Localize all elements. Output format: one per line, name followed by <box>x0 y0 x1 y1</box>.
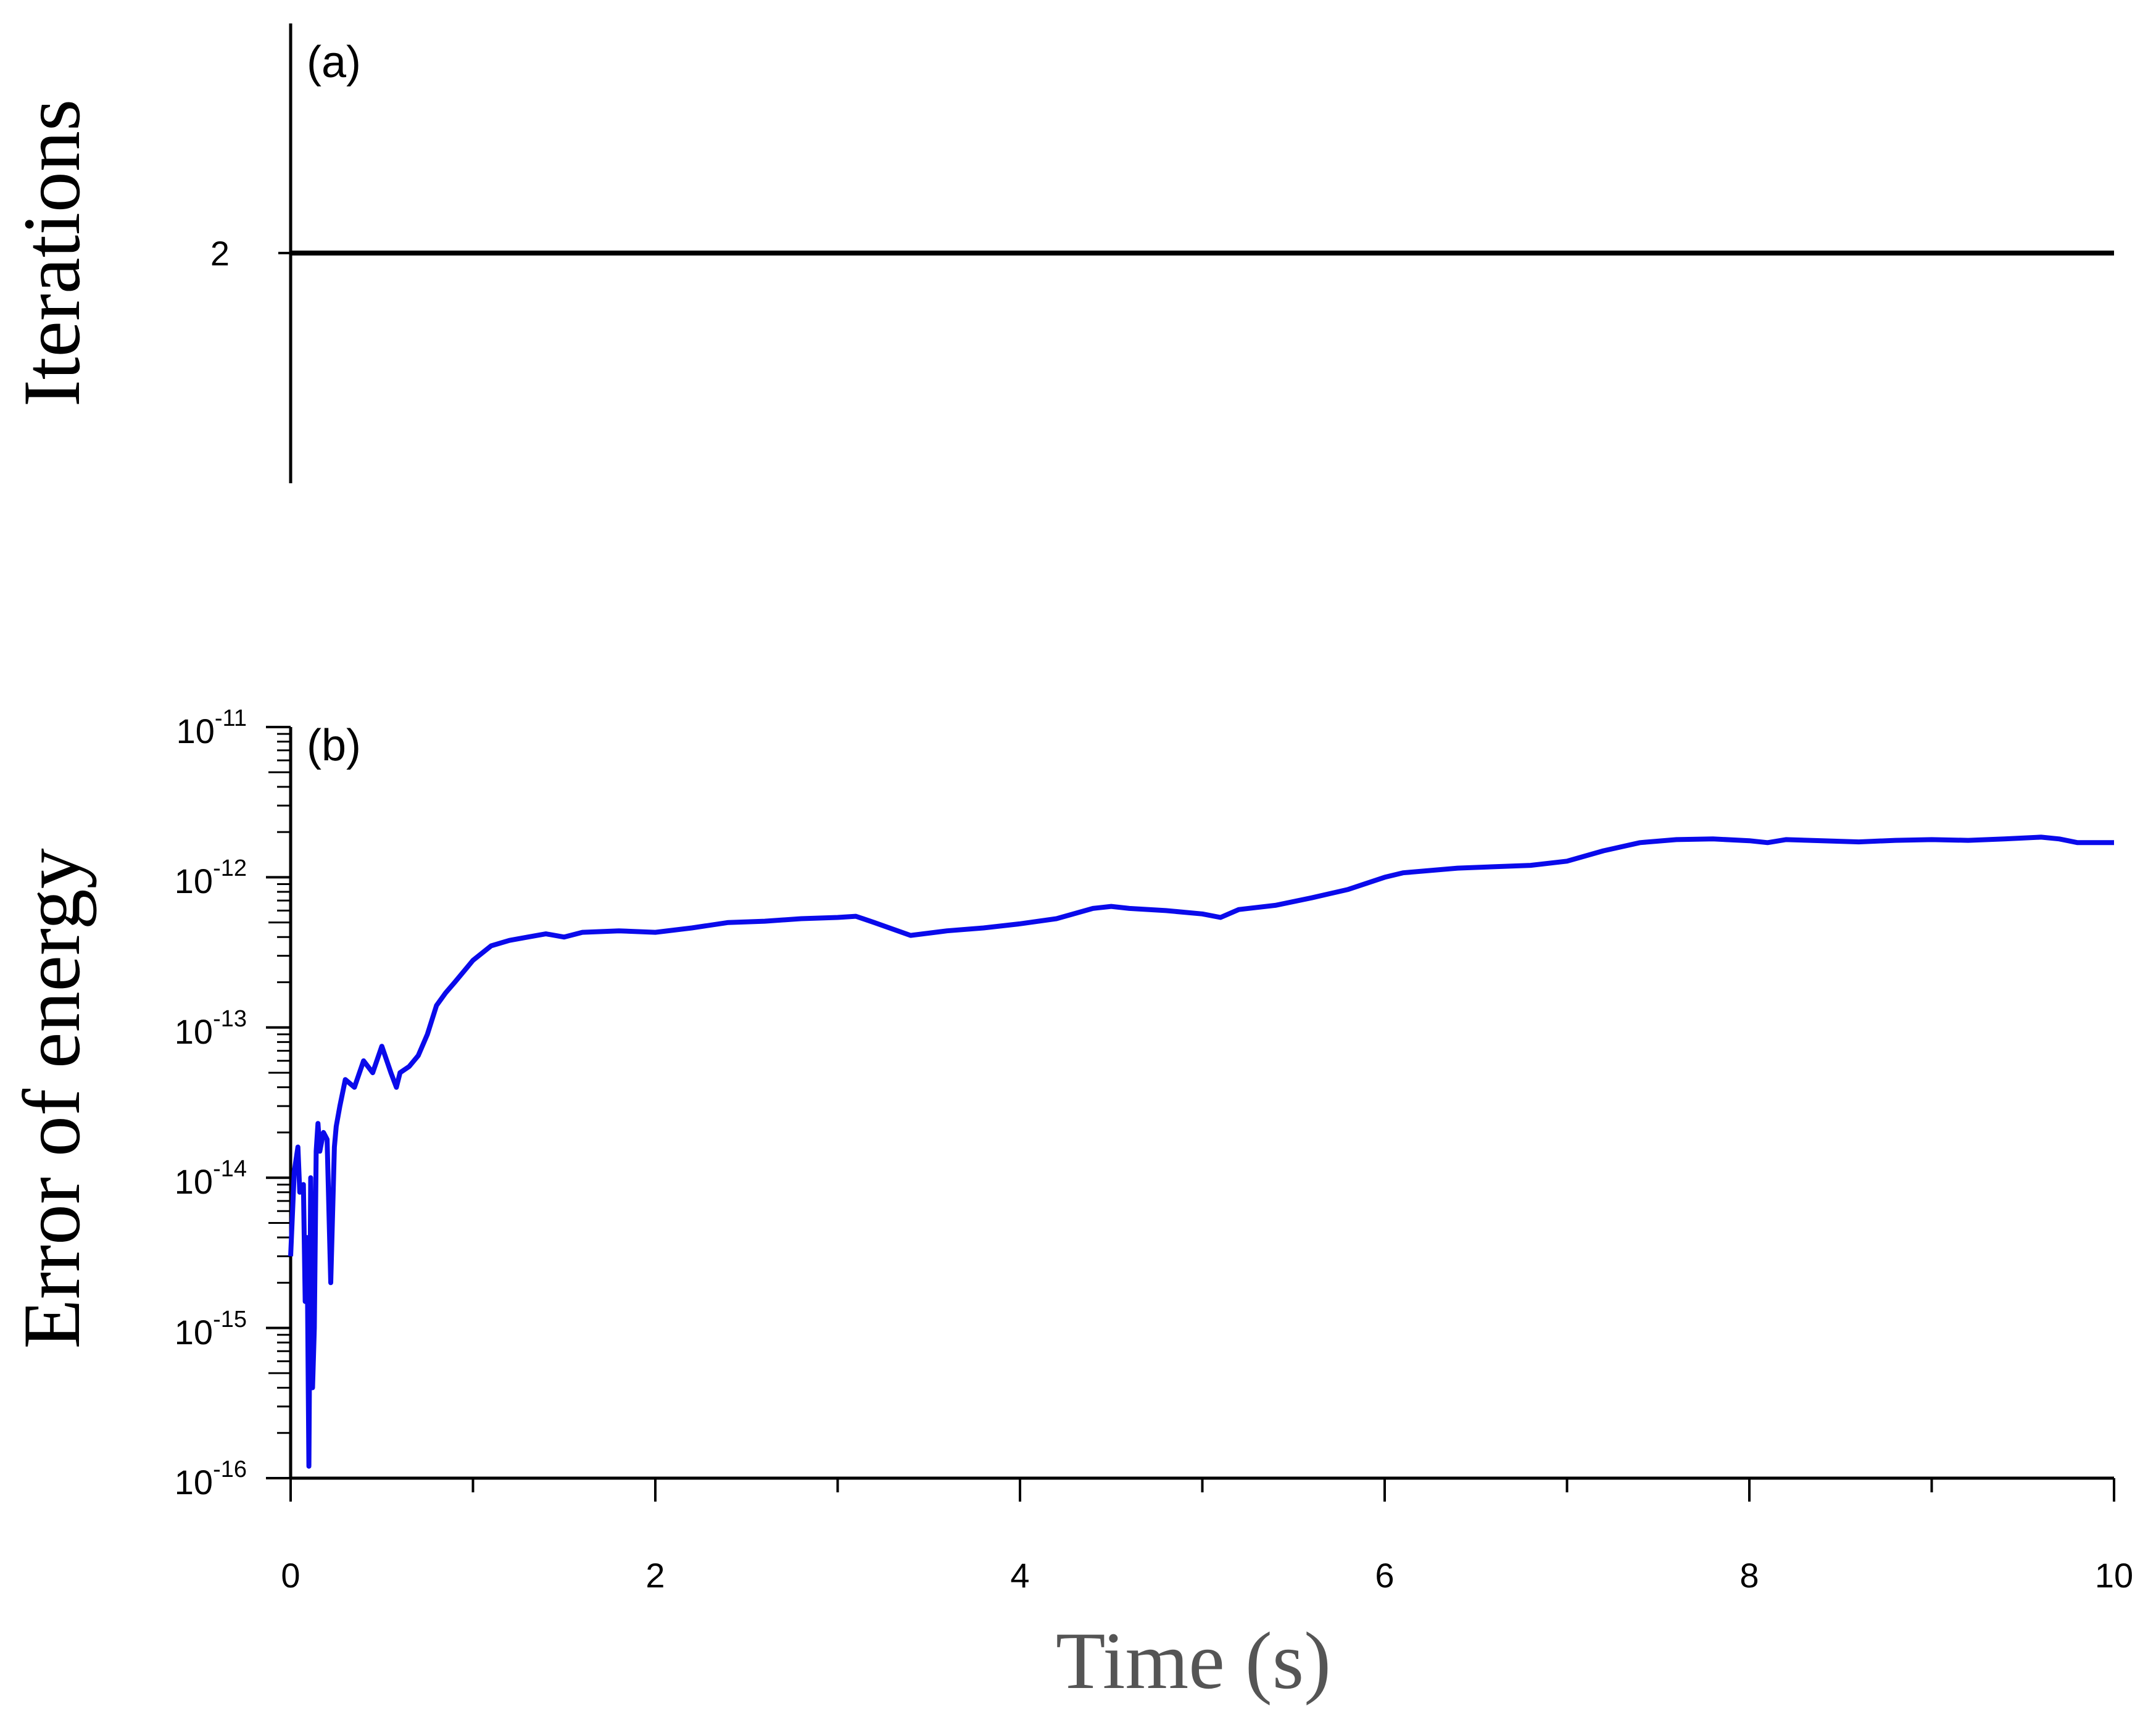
panel-b-y-axis-title: Error of energy <box>6 848 97 1349</box>
x-tick-label: 10 <box>2095 1556 2133 1595</box>
y-tick-label-1e-13: 10-13 <box>175 1006 247 1051</box>
panel-b-y-tick-labels: 10-11 10-12 10-13 10-14 10-15 10-16 <box>175 705 247 1502</box>
panel-b-x-tick-labels: 0 2 4 6 8 10 <box>281 1556 2133 1595</box>
y-tick-label-1e-11: 10-11 <box>176 705 247 750</box>
panel-a-y-tick-label: 2 <box>210 234 230 273</box>
y-tick-label-1e-15: 10-15 <box>175 1307 247 1352</box>
panel-b-label: (b) <box>307 721 361 770</box>
panel-b-y-minor-ticks <box>268 733 291 1434</box>
x-tick-label: 6 <box>1375 1556 1394 1595</box>
y-tick-label-1e-14: 10-14 <box>175 1156 247 1201</box>
y-tick-label-1e-16: 10-16 <box>175 1457 247 1502</box>
x-tick-label: 2 <box>645 1556 665 1595</box>
panel-a-label: (a) <box>307 38 361 87</box>
panel-b-x-axis-title: Time (s) <box>1056 1615 1331 1706</box>
x-tick-label: 4 <box>1010 1556 1029 1595</box>
x-tick-label: 8 <box>1739 1556 1759 1595</box>
panel-a-y-axis-title: Iterations <box>6 99 97 407</box>
panel-b-x-ticks <box>289 1478 2115 1502</box>
panel-b: 10-11 10-12 10-13 10-14 10-15 10-16 0 2 4 6… <box>6 705 2133 1706</box>
panel-a: 2 (a) Iterations <box>6 23 2114 483</box>
x-tick-label: 0 <box>281 1556 300 1595</box>
y-tick-label-1e-12: 10-12 <box>175 855 247 900</box>
panel-b-series-line <box>288 834 2114 1469</box>
panel-b-y-major-ticks <box>266 726 291 1479</box>
